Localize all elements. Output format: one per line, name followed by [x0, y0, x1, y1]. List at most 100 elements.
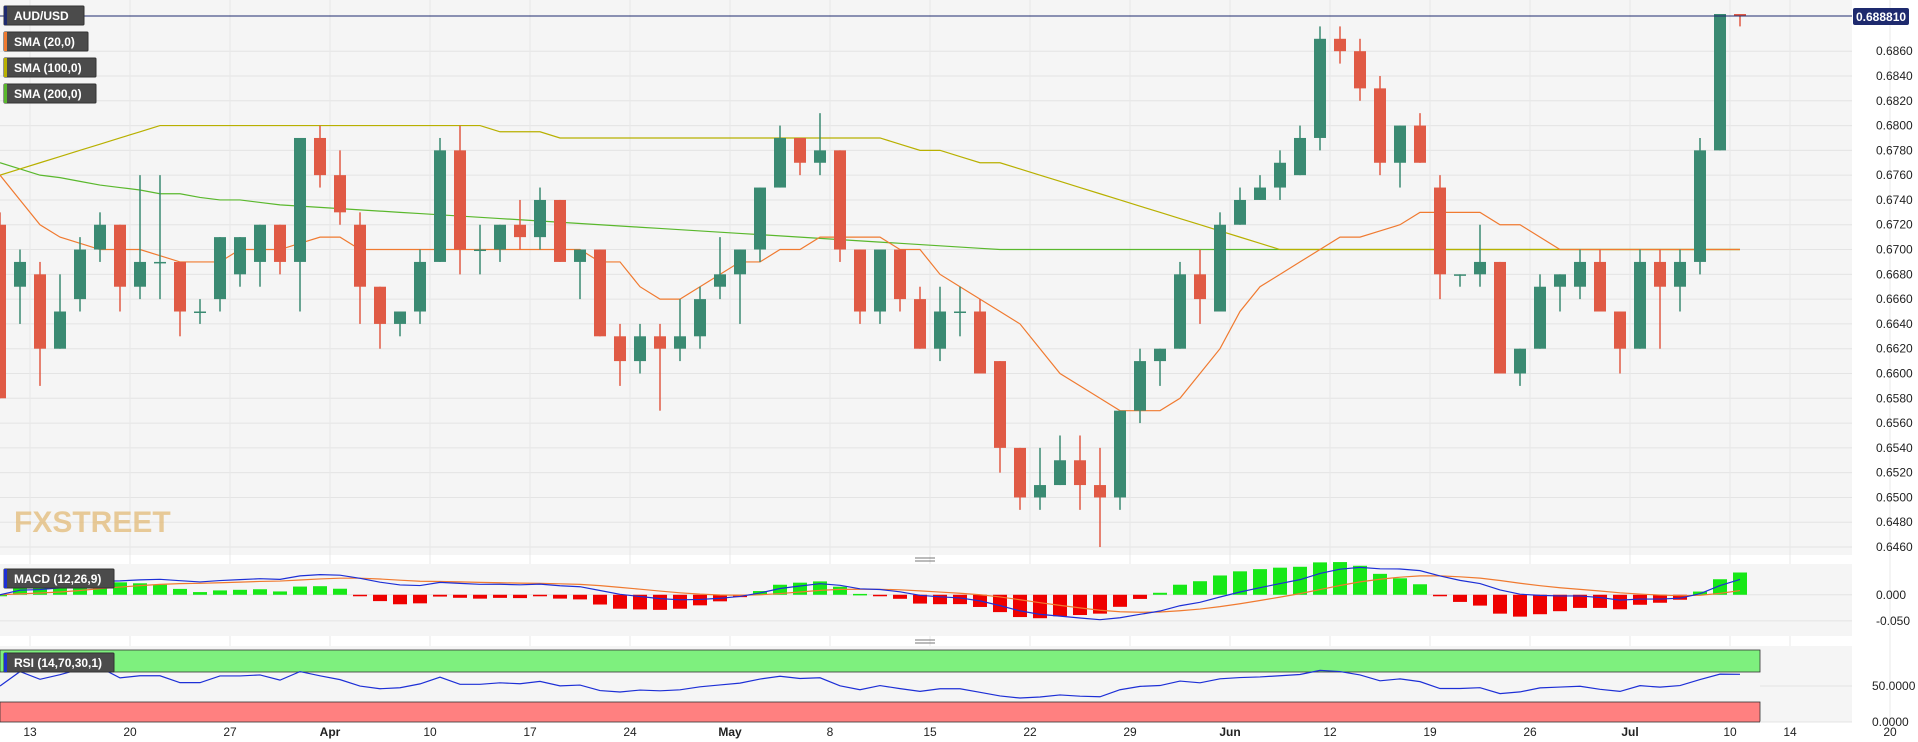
candle: [1074, 435, 1086, 510]
legend-sma100[interactable]: SMA (100,0): [3, 57, 97, 78]
candle: [634, 323, 646, 374]
candle-body: [0, 224, 6, 399]
legend[interactable]: AUD/USD SMA (20,0) SMA (100,0) SMA (200,…: [3, 5, 97, 104]
macd-axis-labels: 0.000 -0.050: [1876, 588, 1910, 628]
candle-body: [194, 311, 206, 314]
candle-body: [1634, 261, 1646, 349]
macd-histogram-bar: [313, 586, 327, 595]
candle: [1394, 125, 1406, 188]
candle-body: [1034, 485, 1046, 498]
legend-rsi[interactable]: RSI (14,70,30,1): [3, 652, 115, 673]
candle-body: [474, 249, 486, 252]
macd-histogram-bar: [773, 584, 787, 595]
candle: [414, 249, 426, 324]
candle-body: [114, 224, 126, 287]
macd-histogram-bar: [1193, 581, 1207, 595]
candle: [1694, 137, 1706, 275]
macd-histogram-bar: [1553, 594, 1567, 612]
candle-body: [214, 237, 226, 300]
macd-histogram-bar: [1353, 565, 1367, 595]
candle-body: [1134, 361, 1146, 411]
candle-body: [534, 199, 546, 238]
pane-splitter-2[interactable]: [915, 639, 935, 644]
price-tick-label: 0.6520: [1876, 466, 1913, 480]
legend-sma20[interactable]: SMA (20,0): [3, 31, 89, 52]
legend-symbol[interactable]: AUD/USD: [3, 5, 85, 26]
candle: [1134, 348, 1146, 424]
candle-body: [1594, 261, 1606, 312]
macd-histogram-bar: [1453, 594, 1467, 602]
macd-histogram-bar: [693, 594, 707, 606]
time-tick-label: 12: [1323, 725, 1337, 739]
candle-body: [734, 249, 746, 275]
macd-histogram-bar: [933, 594, 947, 605]
legend-sma200[interactable]: SMA (200,0): [3, 83, 97, 104]
time-tick-label: Apr: [320, 725, 341, 739]
candle-body: [1194, 274, 1206, 300]
candle: [254, 224, 266, 287]
sma20-line: [0, 174, 1740, 412]
legend-macd-label: MACD (12,26,9): [14, 572, 101, 586]
candle: [1494, 261, 1506, 374]
legend-macd[interactable]: MACD (12,26,9): [3, 568, 115, 589]
candle-body: [774, 137, 786, 188]
fxstreet-watermark: FXSTREET: [14, 506, 171, 539]
candle: [854, 249, 866, 324]
candle-body: [1394, 125, 1406, 163]
macd-histogram-bar: [153, 584, 167, 595]
candle: [1654, 249, 1666, 349]
candle: [1314, 26, 1326, 151]
macd-histogram-bar: [1333, 562, 1347, 595]
macd-histogram-bar: [1433, 594, 1447, 597]
candle-body: [374, 286, 386, 324]
macd-histogram-bar: [1113, 594, 1127, 607]
candle-body: [1614, 311, 1626, 349]
macd-histogram-bar: [1573, 594, 1587, 608]
candle-body: [394, 311, 406, 324]
candlesticks: [0, 14, 1746, 548]
macd-histogram-bar: [113, 582, 127, 595]
rsi-oversold-zone: [0, 701, 1761, 723]
candle-body: [1454, 274, 1466, 276]
time-tick-label: 10: [1723, 725, 1737, 739]
candle: [1514, 348, 1526, 386]
price-tick-label: 0.6540: [1876, 441, 1913, 455]
candle-body: [934, 311, 946, 349]
candle-body: [314, 137, 326, 176]
rsi-line-path: [0, 666, 1741, 699]
candle-body: [894, 249, 906, 300]
candle: [674, 299, 686, 362]
macd-histogram-bar: [433, 594, 447, 597]
candle-body: [1014, 447, 1026, 498]
candle-body: [414, 261, 426, 312]
price-tick-label: 0.6600: [1876, 366, 1913, 380]
candle-body: [494, 224, 506, 250]
candle: [34, 261, 46, 386]
legend-sma100-label: SMA (100,0): [14, 61, 82, 75]
candle: [14, 249, 26, 324]
macd-histogram-bar: [493, 594, 507, 598]
candle-body: [1274, 162, 1286, 188]
macd-tick-label: 0.000: [1876, 588, 1906, 602]
candle: [1114, 410, 1126, 510]
candle: [654, 323, 666, 411]
candle: [174, 261, 186, 337]
candle: [194, 299, 206, 324]
candle-body: [54, 311, 66, 349]
candle: [434, 137, 446, 262]
candle-body: [654, 336, 666, 349]
candle-body: [614, 336, 626, 362]
candle-body: [1174, 274, 1186, 349]
price-tick-label: 0.6620: [1876, 342, 1913, 356]
candle-body: [1314, 38, 1326, 138]
candle: [734, 249, 746, 324]
rsi-axis-labels: 50.0000 0.0000: [1872, 679, 1916, 729]
candle-body: [1374, 88, 1386, 163]
time-axis-labels: 13 20 27 Apr 10 17 24 May 8 15 22 29 Jun 12 19 26 Jul 10 1…: [23, 725, 1897, 739]
last-price-value: 0.688810: [1856, 10, 1906, 24]
macd-histogram-bar: [73, 582, 87, 595]
macd-histogram-bar: [1373, 573, 1387, 595]
macd-histogram-bar: [853, 593, 867, 596]
pane-splitter-1[interactable]: [915, 557, 935, 562]
